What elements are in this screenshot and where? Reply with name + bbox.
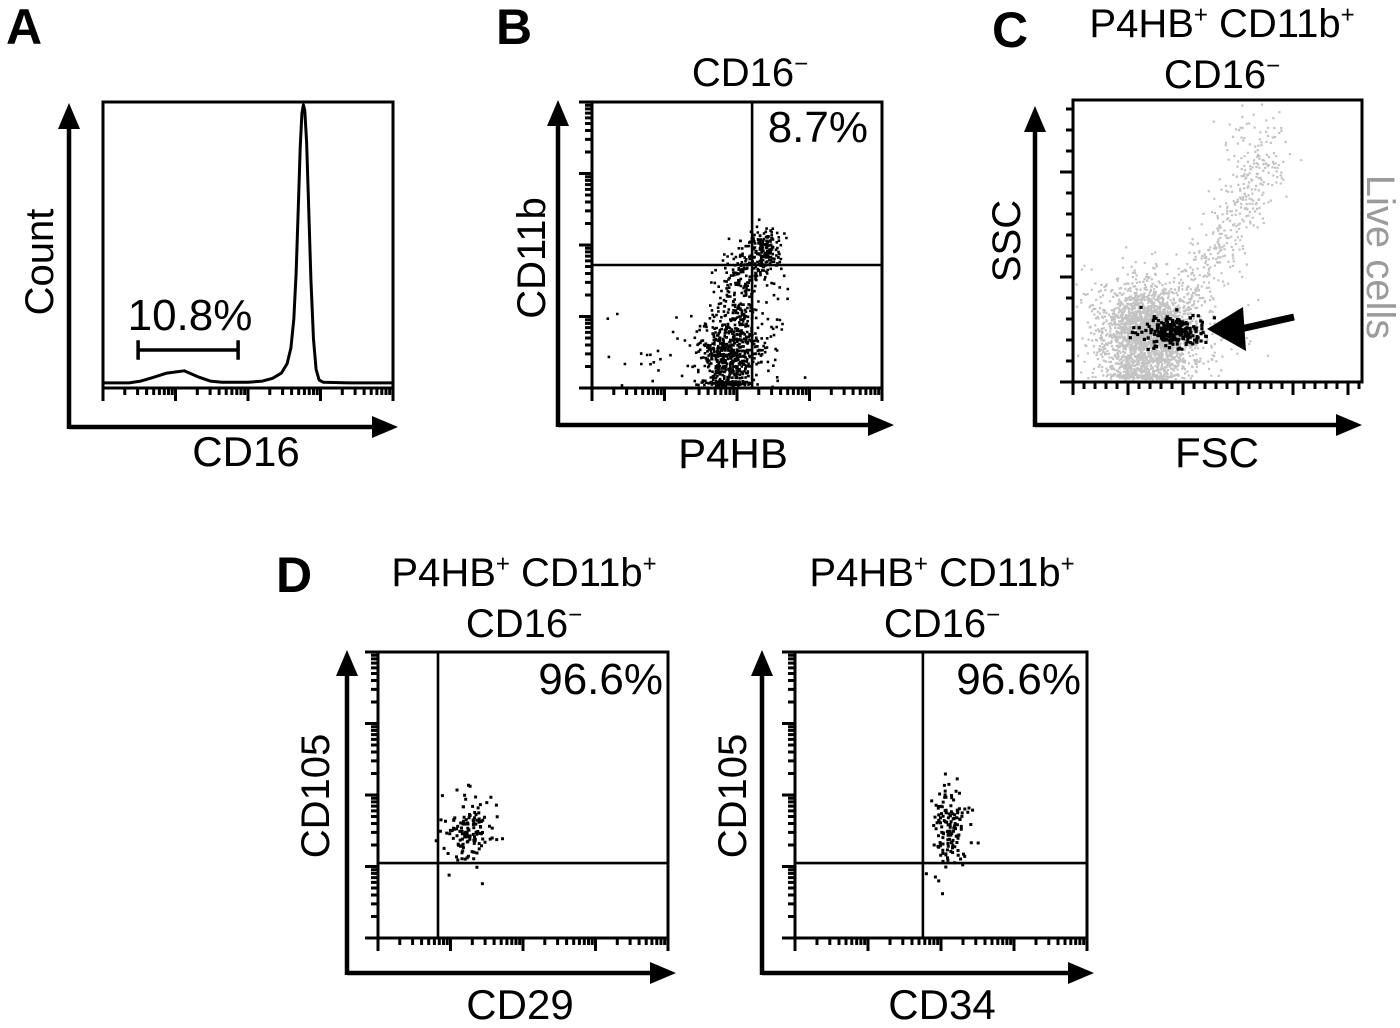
panel-c-plot [1024,98,1364,436]
dots-right-sparse-column [739,257,807,389]
y-axis-arrowhead-icon [1024,106,1046,132]
panel-d1-plot [336,650,676,984]
panel-c-live-cells-side-label: Live cells [1358,174,1400,340]
panel-d1-title-line1: P4HB+ CD11b+ [391,550,657,595]
panel-d-letter: D [276,547,313,603]
panel-b-plot [547,100,894,436]
panel-d1-x-axis-label: CD29 [466,981,574,1028]
panel-c-letter: C [992,2,1029,58]
panel-d2-x-axis-label: CD34 [888,981,996,1028]
x-axis-arrowhead-icon [868,414,894,436]
x-axis-arrowhead-icon [1068,962,1094,984]
panel-c-y-axis-label: SSC [985,199,1029,283]
panel-a-letter: A [6,0,43,55]
y-axis-arrowhead-icon [547,100,569,126]
dots-p4hb-cd11b-cd16-backgated-cells-black [1128,305,1216,352]
panel-d2-y-axis-label: CD105 [711,733,755,859]
stray-dot-1 [480,882,484,886]
dots-upper-sparse-scatter-gray [1212,103,1287,171]
x-axis-ticks [793,938,1089,951]
x-axis-ticks [101,388,395,401]
dots-debris-near-bottom-gray [1087,336,1210,381]
histogram-curve [103,103,393,385]
y-axis-ticks [365,650,378,940]
quadrant-gate-lines [378,652,668,938]
panel-a-y-axis-label: Count [18,208,62,316]
dots-p4hb-cd11b-cluster-8-7 [740,218,788,287]
y-axis-ticks [1060,107,1073,384]
panel-a-x-axis-label: CD16 [192,428,300,475]
pointer-arrow-head [1207,307,1246,351]
x-axis-ticks [590,388,884,401]
plot-box [101,100,395,390]
y-axis-ticks [782,650,795,940]
x-axis-arrowhead-icon [372,416,398,438]
x-axis-arrowhead-icon [650,962,676,984]
panel-d1-title-line2: CD16− [465,601,583,646]
panel-c-title-line1: P4HB+ CD11b+ [1089,1,1355,46]
dots-main-blob-upward-tail [719,239,766,366]
y-axis-arrowhead-icon [751,650,773,676]
pointer-arrow-shaft [1239,313,1295,333]
panel-b-letter: B [496,0,533,55]
panel-b-x-axis-label: P4HB [678,430,788,477]
dots-cd29-cd105-cells-96-6 [434,783,504,869]
panel-b-quadrant-percent: 8.7% [767,103,868,152]
y-axis-ticks [579,100,592,390]
panel-d2-title-line1: P4HB+ CD11b+ [809,550,1075,595]
panel-c-title-line2: CD16− [1163,52,1281,97]
x-axis-ticks [1071,382,1361,395]
stray-dot-0 [937,879,941,883]
panel-d2-quadrant-percent: 96.6% [956,655,1081,704]
dots-left-sparse-scatter [606,312,701,387]
panel-d2-title-line2: CD16− [883,601,1001,646]
panel-a-plot [58,100,398,438]
dots-p4hb-cd11b-main-blob [676,267,777,387]
panel-c-x-axis-label: FSC [1175,429,1259,476]
x-axis-ticks [376,938,670,951]
panel-d1-y-axis-label: CD105 [294,733,338,859]
stray-dot-1 [941,892,944,896]
quadrant-gate-lines [795,652,1087,938]
panel-a-gate-percent: 10.8% [127,291,253,340]
y-axis-arrowhead-icon [336,650,358,676]
panel-d1-quadrant-percent: 96.6% [538,655,663,704]
panel-b-title: CD16− [691,50,809,95]
panel-b-y-axis-label: CD11b [510,197,554,319]
dots-granular-diagonal-stream-gray [1179,126,1303,314]
gate-bracket [136,340,240,360]
y-axis-arrowhead-icon [58,103,80,129]
x-axis-arrowhead-icon [1336,414,1362,436]
panel-d2-plot [751,650,1094,984]
stray-dot-0 [447,873,451,877]
